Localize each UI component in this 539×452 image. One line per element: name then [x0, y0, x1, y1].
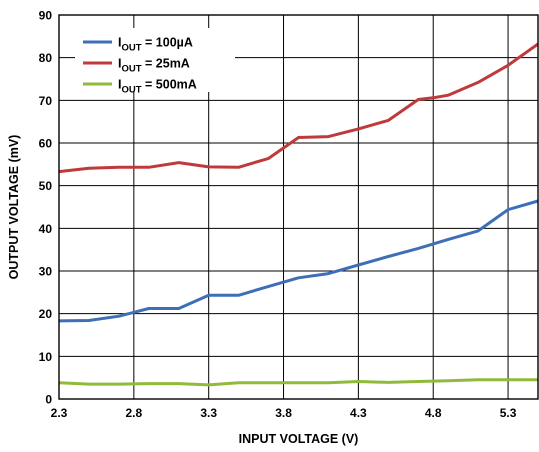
x-tick-label: 3.8	[275, 406, 292, 420]
y-tick-label: 90	[39, 9, 53, 23]
grid-layer	[59, 15, 538, 399]
y-tick-label: 10	[39, 350, 53, 364]
y-tick-label: 60	[39, 137, 53, 151]
legend-background	[75, 28, 235, 92]
y-tick-label: 80	[39, 51, 53, 65]
x-tick-label: 4.3	[350, 406, 367, 420]
legend-label: IOUT = 500mA	[118, 78, 197, 96]
y-tick-label: 20	[39, 307, 53, 321]
legend-label-rest: = 100µA	[142, 36, 193, 50]
tick-labels: 2.3 2.8 3.3 3.8 4.3 4.8 5.3 0 10 20 30 40 50 60 70 80 90	[39, 9, 517, 421]
y-tick-label: 40	[39, 222, 53, 236]
x-tick-label: 3.3	[200, 406, 217, 420]
x-tick-label: 5.3	[500, 406, 517, 420]
legend-label: IOUT = 100µA	[118, 36, 193, 54]
x-tick-label: 2.3	[51, 406, 68, 420]
legend-label-subscript: OUT	[121, 43, 141, 54]
y-tick-label: 30	[39, 265, 53, 279]
series-layer	[58, 42, 539, 387]
plot-frame	[58, 14, 539, 400]
series-line-1	[58, 42, 539, 174]
series-line-2	[58, 378, 538, 387]
x-tick-label: 2.8	[126, 406, 143, 420]
legend-label-rest: = 500mA	[142, 78, 197, 92]
y-tick-label: 0	[45, 393, 52, 407]
legend-label-main: I	[118, 36, 121, 50]
legend-label-rest: = 25mA	[142, 57, 190, 71]
x-tick-label: 4.8	[425, 406, 442, 420]
legend-label-main: I	[118, 78, 121, 92]
y-tick-label: 50	[39, 179, 53, 193]
legend-label-main: I	[118, 57, 121, 71]
legend-label: IOUT = 25mA	[118, 57, 190, 75]
x-axis-title: INPUT VOLTAGE (V)	[239, 432, 359, 446]
y-tick-label: 70	[39, 94, 53, 108]
legend-label-subscript: OUT	[121, 64, 141, 75]
legend-label-subscript: OUT	[121, 85, 141, 96]
y-axis-title: OUTPUT VOLTAGE (mV)	[7, 135, 21, 280]
series-line-0	[58, 199, 539, 323]
